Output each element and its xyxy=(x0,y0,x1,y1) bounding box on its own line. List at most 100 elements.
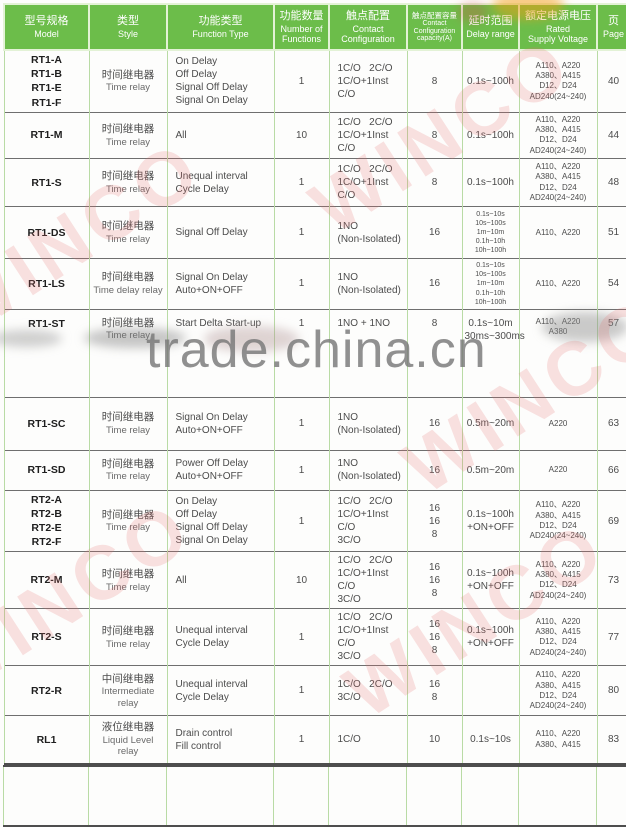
cell-num-functions: 1 xyxy=(274,666,329,716)
cell-num-functions: 1 xyxy=(274,397,329,450)
cell-num-functions: 1 xyxy=(274,609,329,666)
cell-voltage: A220 xyxy=(519,397,597,450)
cell-delay-range: 0.1s~100h xyxy=(462,112,519,159)
strip-cell xyxy=(89,766,167,826)
cell-delay-range: 0.5m~20m xyxy=(462,397,519,450)
cell-page: 57 xyxy=(597,309,626,397)
cell-contact-config: 1NO(Non-Isolated) xyxy=(329,259,407,309)
cell-num-functions: 1 xyxy=(274,309,329,397)
header-zh-label: 延时范围 xyxy=(464,15,517,28)
header-zh-label: 触点配置 xyxy=(331,10,405,23)
cell-model: RT1-S xyxy=(4,159,89,207)
strip-cell xyxy=(407,766,462,826)
header-zh-label: 类型 xyxy=(91,15,165,28)
cell-page: 73 xyxy=(597,552,626,609)
cell-num-functions: 1 xyxy=(274,50,329,112)
cell-page: 66 xyxy=(597,450,626,490)
cell-delay-range: 0.1s~100h+ON+OFF xyxy=(462,552,519,609)
strip-cell xyxy=(4,766,89,826)
cell-delay-range: 0.5m~20m xyxy=(462,450,519,490)
cell-model: RT1-ST xyxy=(4,309,89,397)
cell-capacity: 16 xyxy=(407,450,462,490)
strip-cell xyxy=(462,766,519,826)
cell-delay-range xyxy=(462,666,519,716)
cell-page: 80 xyxy=(597,666,626,716)
cell-voltage: A110、A220 xyxy=(519,259,597,309)
cell-num-functions: 1 xyxy=(274,159,329,207)
cell-delay-range: 0.1s~100h xyxy=(462,50,519,112)
header-en-label: Page xyxy=(599,29,626,39)
cell-model: RT1-SC xyxy=(4,397,89,450)
cell-capacity: 8 xyxy=(407,50,462,112)
cell-function-type: Signal Off Delay xyxy=(167,207,274,259)
cell-page: 48 xyxy=(597,159,626,207)
header-zh-label: 功能类型 xyxy=(169,15,272,28)
cell-contact-config: 1NO(Non-Isolated) xyxy=(329,397,407,450)
cell-contact-config: 1NO(Non-Isolated) xyxy=(329,450,407,490)
cell-page: 40 xyxy=(597,50,626,112)
cell-model: RT2-M xyxy=(4,552,89,609)
cell-page: 51 xyxy=(597,207,626,259)
cell-page: 83 xyxy=(597,716,626,764)
strip-cell xyxy=(597,766,626,826)
cell-num-functions: 1 xyxy=(274,450,329,490)
cell-capacity: 16 xyxy=(407,397,462,450)
header-zh-label: 额定电源电压 xyxy=(521,10,595,23)
cell-capacity: 10 xyxy=(407,716,462,764)
cell-model: RT1-M xyxy=(4,112,89,159)
cell-capacity: 8 xyxy=(407,309,462,397)
strip-row xyxy=(4,766,626,826)
